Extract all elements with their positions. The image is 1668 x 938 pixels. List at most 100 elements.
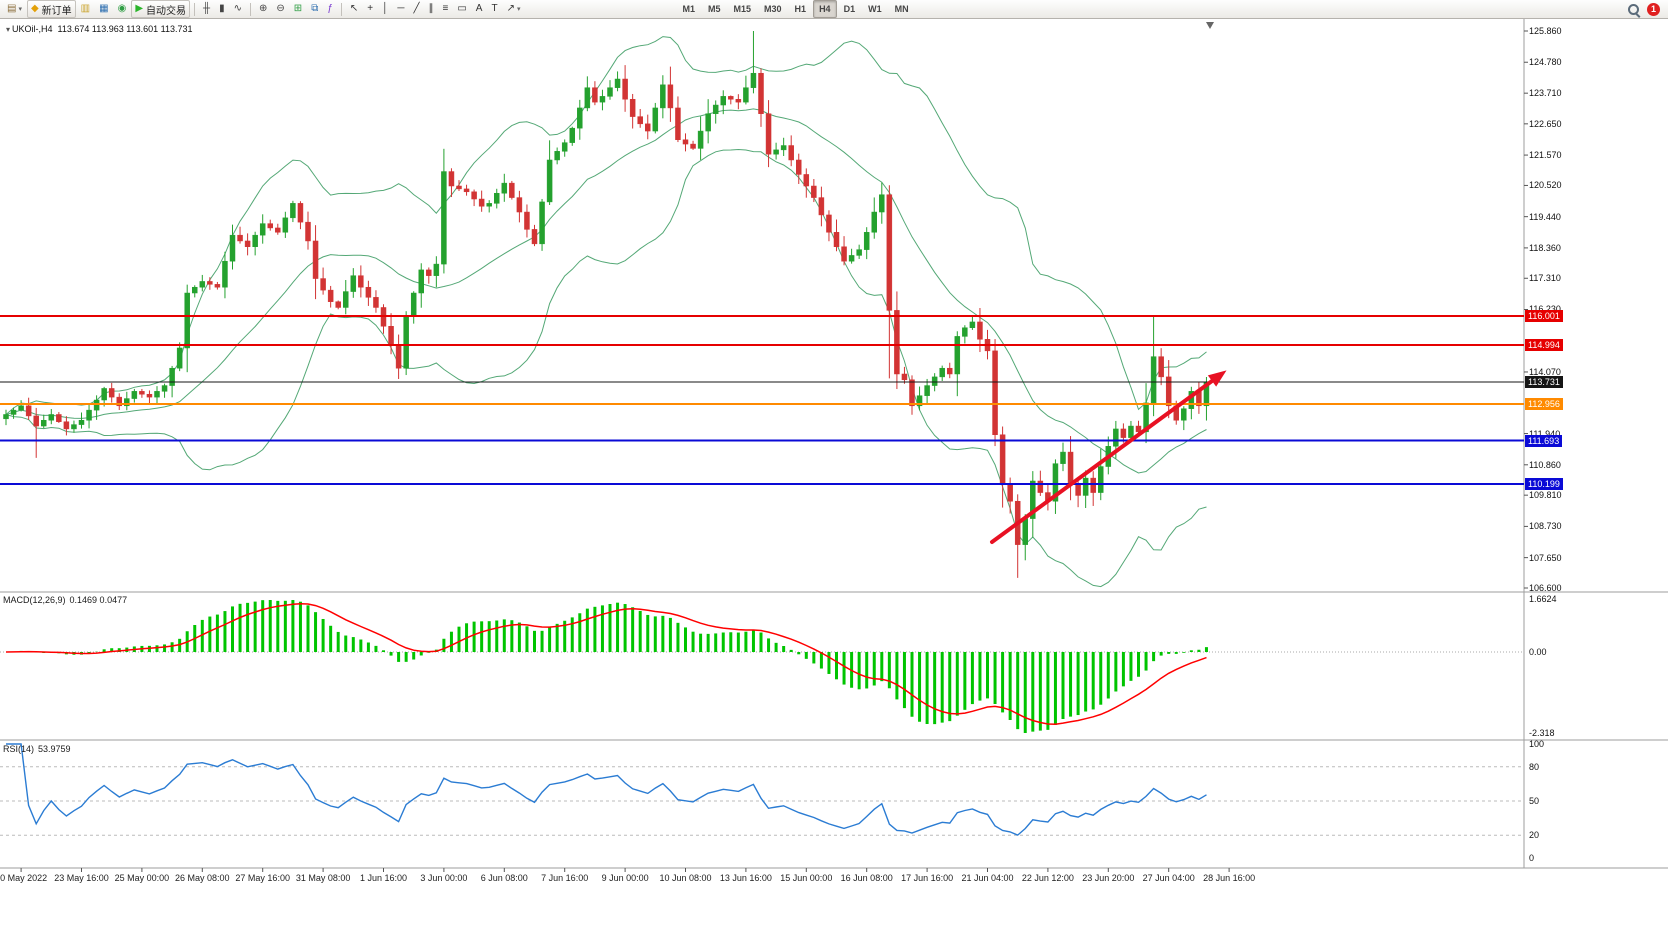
price-badge: 111.693 xyxy=(1525,434,1563,447)
price-badge: 113.731 xyxy=(1525,375,1563,388)
toolbar-separator xyxy=(340,2,342,16)
toolbar-separator xyxy=(250,2,252,16)
label-tool-icon: T xyxy=(491,3,498,14)
axis-label: 50 xyxy=(1529,796,1540,806)
price-badge: 116.001 xyxy=(1525,310,1563,323)
new-order-icon: ◆ xyxy=(30,3,39,14)
timeframe-MN-button[interactable]: MN xyxy=(894,4,909,14)
fibonacci-tool-button[interactable]: ≡ xyxy=(439,0,453,18)
timeframe-M15-button[interactable]: M15 xyxy=(733,4,752,14)
candlestick-mode-icon: ▮ xyxy=(219,3,225,14)
zoom-in-button[interactable]: ⊕ xyxy=(255,0,271,18)
shapes-tool-button[interactable]: ▭ xyxy=(453,0,470,18)
timeframe-D1-button[interactable]: D1 xyxy=(843,4,856,14)
channel-tool-icon: ∥ xyxy=(428,3,434,14)
strategy-tester-button[interactable]: ◉ xyxy=(114,0,131,18)
price-badge: 110.199 xyxy=(1525,477,1563,490)
rsi-title: RSI(14) xyxy=(3,744,35,754)
market-watch-icon: ▥ xyxy=(80,3,91,14)
axis-label: 0 xyxy=(1529,853,1535,863)
axis-label: 124.780 xyxy=(1529,57,1562,68)
candlestick-mode-button[interactable]: ▮ xyxy=(215,0,229,18)
time-axis-label: 22 Jun 12:00 xyxy=(1021,873,1074,883)
new-order-button[interactable]: ◆ 新订单 xyxy=(26,0,76,18)
time-axis-label: 23 Jun 20:00 xyxy=(1082,873,1135,883)
bollinger-layer xyxy=(5,36,1207,588)
toolbar-separator xyxy=(194,2,196,16)
zoom-out-button[interactable]: ⊖ xyxy=(272,0,288,18)
time-axis-label: 31 May 08:00 xyxy=(295,873,351,883)
shapes-tool-icon: ▭ xyxy=(457,3,467,14)
trendline-tool-button[interactable]: ╱ xyxy=(409,0,423,18)
horizontal-line-tool-button[interactable]: ─ xyxy=(393,0,408,18)
timeframe-W1-button[interactable]: W1 xyxy=(868,4,882,14)
axis-label: 117.310 xyxy=(1529,273,1561,284)
axis-label: 114.070 xyxy=(1529,366,1561,377)
axis-label: 106.600 xyxy=(1529,582,1562,593)
timeframe-H4-button[interactable]: H4 xyxy=(813,0,837,18)
macd-title: MACD(12,26,9) xyxy=(3,595,66,605)
horizontal-line-tool-icon: ─ xyxy=(397,3,405,14)
data-window-button[interactable]: ▦ xyxy=(95,0,112,18)
time-axis-label: 17 Jun 16:00 xyxy=(901,873,954,883)
axis-label: 121.570 xyxy=(1529,150,1562,161)
vertical-line-tool-button[interactable]: │ xyxy=(378,0,392,18)
time-axis-label: 23 May 16:00 xyxy=(54,873,109,883)
time-axis-label: 9 Jun 00:00 xyxy=(601,873,649,883)
line-chart-mode-button[interactable]: ∿ xyxy=(230,0,246,18)
axis-label: 109.810 xyxy=(1529,490,1562,501)
axis-label: 80 xyxy=(1529,761,1540,772)
crosshair-tool-icon: + xyxy=(367,3,374,14)
auto-trading-button[interactable]: ▶ 自动交易 xyxy=(131,0,191,18)
time-axis-label: 15 Jun 00:00 xyxy=(780,873,833,883)
button-label: 自动交易 xyxy=(146,5,187,17)
new-chart-icon: ▤ xyxy=(7,3,17,14)
arrows-tool-icon: ↗ xyxy=(506,3,515,14)
timeframe-H1-button[interactable]: H1 xyxy=(794,4,807,14)
line-chart-mode-icon: ∿ xyxy=(233,3,243,14)
search-icon[interactable] xyxy=(1628,3,1639,15)
timeframe-M5-button[interactable]: M5 xyxy=(708,4,721,14)
market-watch-button[interactable]: ▥ xyxy=(77,0,94,18)
timeframe-M30-button[interactable]: M30 xyxy=(764,4,782,14)
label-tool-button[interactable]: T xyxy=(487,0,501,18)
dropdown-arrow-icon: ▾ xyxy=(516,6,521,13)
zoom-out-icon: ⊖ xyxy=(276,3,285,14)
new-chart-button[interactable]: ▤ ▾ xyxy=(3,0,26,18)
vertical-line-tool-icon: │ xyxy=(382,3,389,14)
axis-label: 116.230 xyxy=(1529,304,1561,314)
arrows-tool-button[interactable]: ↗ ▾ xyxy=(503,0,525,18)
timeframe-M1-button[interactable]: M1 xyxy=(682,4,695,14)
symbol-dropdown-icon[interactable]: ▾ xyxy=(6,25,11,34)
axis-label: 1.6624 xyxy=(1529,594,1557,604)
axis-ticks xyxy=(20,30,1528,872)
time-axis-label: 16 Jun 08:00 xyxy=(840,873,893,883)
time-axis-label: 27 Jun 04:00 xyxy=(1142,873,1195,883)
chart-shift-marker-icon xyxy=(1206,22,1214,29)
indicators-button[interactable]: ƒ xyxy=(323,0,337,18)
time-axis[interactable]: 20 May 2022 23 May 16:00 25 May 00:00 26 Ma… xyxy=(0,868,1524,898)
rsi-layer xyxy=(0,743,1524,836)
notification-badge[interactable]: 1 xyxy=(1647,2,1660,16)
cascade-windows-button[interactable]: ⧉ xyxy=(307,0,322,18)
axis-label: 111.940 xyxy=(1529,428,1561,439)
rsi-indicator-label: RSI(14) 53.9759 xyxy=(3,744,71,754)
bar-chart-mode-icon: ╫ xyxy=(203,3,211,14)
axis-label: 119.440 xyxy=(1529,211,1561,222)
button-label: 新订单 xyxy=(41,5,72,17)
time-axis-label: 25 May 00:00 xyxy=(114,873,170,883)
price-axis[interactable]: 125.860 124.780 123.710 122.650 121.570 120.5… xyxy=(1524,0,1668,938)
tile-windows-icon: ⊞ xyxy=(293,3,303,14)
channel-tool-button[interactable]: ∥ xyxy=(425,0,438,18)
macd-values: 0.1469 0.0477 xyxy=(69,595,128,605)
zoom-in-icon: ⊕ xyxy=(259,3,268,14)
toolbar-items: ▤ ▾ ◆ 新订单 ▥ ▦ ◉ ▶ 自动交易 ╫ ▮ ∿ ⊕ ⊖ ⊞ ⧉ ƒ ↖ + │ ─ ╱ ∥ ≡ ▭ A T ↗ ▾ M1 M5 M1… xyxy=(3,0,915,18)
cursor-tool-button[interactable]: ↖ xyxy=(346,0,362,18)
crosshair-tool-button[interactable]: + xyxy=(363,0,377,18)
tile-windows-button[interactable]: ⊞ xyxy=(290,0,306,18)
text-tool-button[interactable]: A xyxy=(472,0,487,18)
bar-chart-mode-button[interactable]: ╫ xyxy=(199,0,214,18)
axis-label: 125.860 xyxy=(1529,26,1562,36)
